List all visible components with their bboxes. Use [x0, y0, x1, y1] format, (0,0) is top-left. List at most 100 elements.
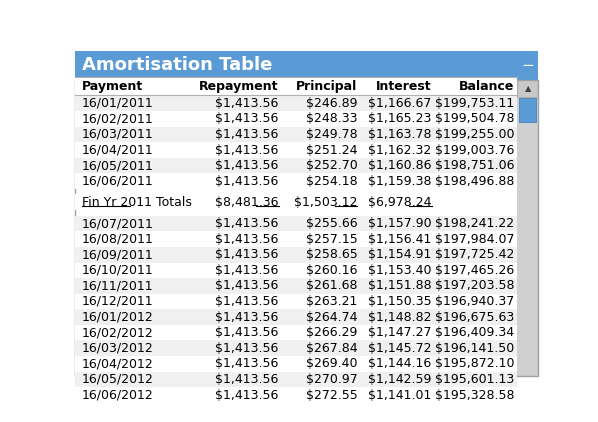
- Text: $263.21: $263.21: [306, 295, 358, 308]
- Text: $196,675.63: $196,675.63: [435, 311, 514, 324]
- Text: $258.65: $258.65: [306, 248, 358, 261]
- Text: $1,413.56: $1,413.56: [215, 248, 279, 261]
- Text: $1,413.56: $1,413.56: [215, 279, 279, 292]
- Bar: [75, 247, 517, 262]
- Text: $1,163.78: $1,163.78: [368, 128, 432, 141]
- Bar: [75, 77, 517, 95]
- Bar: [517, 80, 538, 376]
- Text: $1,413.56: $1,413.56: [215, 295, 279, 308]
- Text: $1,413.56: $1,413.56: [215, 97, 279, 110]
- Text: $1,413.56: $1,413.56: [215, 143, 279, 157]
- Text: Interest: Interest: [376, 80, 432, 93]
- Text: $197,203.58: $197,203.58: [435, 279, 514, 292]
- Text: $195,601.13: $195,601.13: [435, 373, 514, 386]
- Text: $199,753.11: $199,753.11: [435, 97, 514, 110]
- Bar: [75, 262, 517, 278]
- Text: 16/07/2011: 16/07/2011: [82, 217, 154, 230]
- Text: $1,145.72: $1,145.72: [368, 342, 432, 355]
- Text: $198,241.22: $198,241.22: [435, 217, 514, 230]
- Text: $1,144.16: $1,144.16: [368, 357, 432, 371]
- Text: $1,159.38: $1,159.38: [368, 175, 432, 188]
- Bar: [75, 356, 517, 372]
- Text: $1,157.90: $1,157.90: [368, 217, 432, 230]
- Text: $1,141.01: $1,141.01: [368, 389, 432, 402]
- Text: $198,496.88: $198,496.88: [435, 175, 514, 188]
- Text: 16/02/2011: 16/02/2011: [82, 112, 154, 125]
- Text: $246.89: $246.89: [306, 97, 358, 110]
- Text: $266.29: $266.29: [306, 326, 358, 339]
- Text: 16/05/2011: 16/05/2011: [82, 159, 154, 172]
- Text: Principal: Principal: [296, 80, 358, 93]
- Text: $199,504.78: $199,504.78: [435, 112, 514, 125]
- Text: $251.24: $251.24: [306, 143, 358, 157]
- Text: 16/01/2012: 16/01/2012: [82, 311, 154, 324]
- Text: $1,413.56: $1,413.56: [215, 112, 279, 125]
- Text: $1,147.27: $1,147.27: [368, 326, 432, 339]
- Text: −: −: [521, 58, 535, 73]
- Bar: [75, 173, 517, 189]
- Text: 16/11/2011: 16/11/2011: [82, 279, 153, 292]
- Bar: [75, 111, 517, 127]
- Text: $1,413.56: $1,413.56: [215, 175, 279, 188]
- Text: $198,751.06: $198,751.06: [435, 159, 514, 172]
- Bar: [75, 142, 517, 158]
- Text: $195,872.10: $195,872.10: [435, 357, 514, 371]
- Text: 16/04/2012: 16/04/2012: [82, 357, 154, 371]
- Text: $252.70: $252.70: [306, 159, 358, 172]
- Text: $269.40: $269.40: [306, 357, 358, 371]
- Bar: [75, 95, 517, 111]
- Text: 16/03/2012: 16/03/2012: [82, 342, 154, 355]
- Text: $260.16: $260.16: [306, 264, 358, 277]
- Text: 16/12/2011: 16/12/2011: [82, 295, 153, 308]
- Text: $196,409.34: $196,409.34: [435, 326, 514, 339]
- Text: $1,156.41: $1,156.41: [368, 233, 432, 246]
- Text: $248.33: $248.33: [306, 112, 358, 125]
- Bar: [75, 278, 517, 294]
- Text: 16/03/2011: 16/03/2011: [82, 128, 154, 141]
- Text: 16/01/2011: 16/01/2011: [82, 97, 154, 110]
- Text: $1,160.86: $1,160.86: [368, 159, 432, 172]
- Text: $1,162.32: $1,162.32: [368, 143, 432, 157]
- Text: $255.66: $255.66: [306, 217, 358, 230]
- Text: $195,328.58: $195,328.58: [435, 389, 514, 402]
- Text: $1,413.56: $1,413.56: [215, 357, 279, 371]
- Text: $1,413.56: $1,413.56: [215, 326, 279, 339]
- Text: $1,413.56: $1,413.56: [215, 311, 279, 324]
- Text: $1,151.88: $1,151.88: [368, 279, 432, 292]
- Text: $1,413.56: $1,413.56: [215, 342, 279, 355]
- Text: 16/08/2011: 16/08/2011: [82, 233, 154, 246]
- Text: 16/04/2011: 16/04/2011: [82, 143, 154, 157]
- Text: Payment: Payment: [82, 80, 143, 93]
- Bar: [75, 216, 517, 231]
- Text: $1,154.91: $1,154.91: [368, 248, 432, 261]
- Text: Repayment: Repayment: [199, 80, 279, 93]
- Text: 16/06/2012: 16/06/2012: [82, 389, 154, 402]
- Text: $1,166.67: $1,166.67: [368, 97, 432, 110]
- Text: $197,465.26: $197,465.26: [435, 264, 514, 277]
- Bar: [75, 309, 517, 325]
- Text: $1,413.56: $1,413.56: [215, 264, 279, 277]
- Text: $196,141.50: $196,141.50: [435, 342, 514, 355]
- Text: $1,413.56: $1,413.56: [215, 389, 279, 402]
- Text: $1,413.56: $1,413.56: [215, 159, 279, 172]
- Text: Amortisation Table: Amortisation Table: [82, 56, 272, 74]
- Bar: [75, 294, 517, 309]
- Bar: [75, 372, 517, 387]
- Text: $1,150.35: $1,150.35: [368, 295, 432, 308]
- Text: $1,153.40: $1,153.40: [368, 264, 432, 277]
- Text: $197,725.42: $197,725.42: [435, 248, 514, 261]
- Text: 16/10/2011: 16/10/2011: [82, 264, 154, 277]
- Bar: [75, 341, 517, 356]
- Text: $1,413.56: $1,413.56: [215, 233, 279, 246]
- Text: $1,413.56: $1,413.56: [215, 373, 279, 386]
- Bar: [519, 98, 536, 122]
- Text: $6,978.24: $6,978.24: [368, 195, 432, 208]
- Text: Fin Yr 2011 Totals: Fin Yr 2011 Totals: [82, 195, 191, 208]
- Text: $257.15: $257.15: [306, 233, 358, 246]
- Text: $1,413.56: $1,413.56: [215, 128, 279, 141]
- Text: $197,984.07: $197,984.07: [435, 233, 514, 246]
- Text: $8,481.36: $8,481.36: [215, 195, 279, 208]
- Text: 16/06/2011: 16/06/2011: [82, 175, 154, 188]
- Text: $1,413.56: $1,413.56: [215, 217, 279, 230]
- Bar: [75, 51, 538, 80]
